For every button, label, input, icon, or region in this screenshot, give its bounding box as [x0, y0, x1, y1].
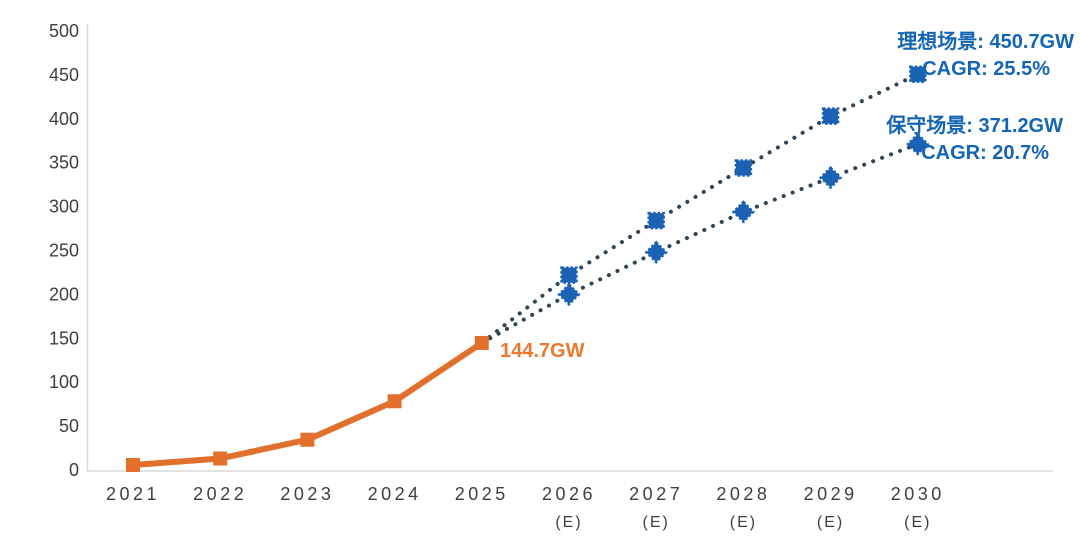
conservative-scenario-annotation: 保守场景: 371.2GW CAGR: 20.7%: [886, 113, 1063, 167]
y-tick-label: 500: [49, 21, 79, 41]
x-tick-label: 2025: [455, 484, 509, 504]
current-value-label: 144.7GW: [500, 340, 585, 362]
x-tick-label: 2029: [804, 484, 858, 504]
ideal-scenario-cagr: CAGR: 25.5%: [922, 58, 1050, 80]
x-sub-label: (E): [904, 514, 931, 531]
historical-marker: [300, 432, 315, 447]
y-tick-label: 450: [49, 65, 79, 85]
y-tick-label: 200: [49, 284, 79, 304]
historical-marker: [213, 451, 228, 466]
conservative-line: [479, 142, 920, 345]
x-tick-label: 2026: [542, 484, 596, 504]
y-tick-label: 300: [49, 197, 79, 217]
ideal-line: [479, 72, 920, 345]
x-tick-label: 2023: [280, 484, 334, 504]
historical-marker: [387, 394, 402, 409]
ideal-marker: [909, 65, 927, 84]
historical-marker: [126, 457, 140, 472]
x-sub-label: (E): [555, 514, 582, 531]
y-tick-label: 50: [59, 416, 79, 436]
conservative-scenario-label: 保守场景: 371.2GW: [886, 115, 1063, 137]
ideal-marker: [821, 107, 840, 125]
historical-marker: [474, 335, 489, 350]
y-tick-label: 100: [49, 372, 79, 392]
conservative-scenario-cagr: CAGR: 20.7%: [921, 142, 1049, 164]
y-tick-label: 250: [49, 241, 79, 261]
conservative-marker: [644, 240, 668, 264]
ideal-marker: [734, 159, 753, 177]
x-sub-label: (E): [730, 514, 757, 531]
y-tick-label: 350: [49, 153, 79, 173]
conservative-marker: [731, 200, 756, 224]
x-tick-label: 2022: [193, 484, 247, 504]
ideal-marker: [560, 266, 578, 284]
ideal-scenario-label: 理想场景: 450.7GW: [897, 31, 1074, 53]
y-tick-label: 150: [49, 328, 79, 348]
x-tick-label: 2030: [891, 484, 945, 504]
x-tick-label: 2021: [106, 484, 160, 504]
ideal-scenario-annotation: 理想场景: 450.7GW CAGR: 25.5%: [897, 29, 1074, 83]
x-sub-label: (E): [817, 514, 844, 531]
x-tick-label: 2028: [716, 484, 770, 504]
y-tick-label: 0: [69, 460, 79, 480]
conservative-marker: [818, 165, 843, 190]
y-tick-label: 400: [49, 109, 79, 129]
x-tick-label: 2027: [629, 484, 683, 504]
x-sub-label: (E): [643, 514, 670, 531]
ideal-marker: [647, 211, 665, 230]
conservative-marker: [557, 282, 581, 307]
x-tick-label: 2024: [368, 484, 422, 504]
